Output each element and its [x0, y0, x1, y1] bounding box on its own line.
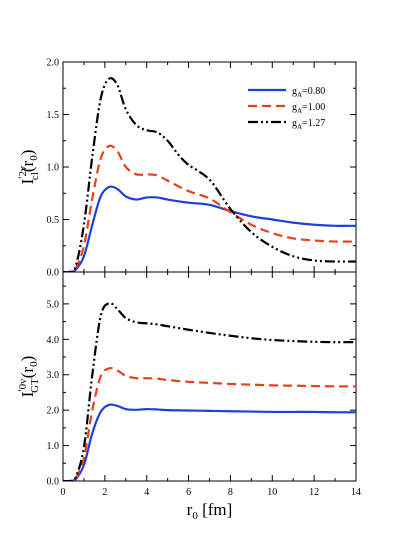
y-axis-label-arg-sub: 0 — [28, 155, 40, 161]
y-axis-label-prime: ' — [15, 177, 29, 179]
bottom-y-tick-label: 4.0 — [47, 335, 60, 346]
top-series-line-2 — [63, 144, 356, 272]
y-axis-label-main: I — [18, 391, 37, 397]
y-axis-label-sub: cl — [29, 172, 41, 180]
legend-label-1: gA=0.80 — [292, 86, 325, 99]
y-axis-label-sup: 0ν — [17, 379, 29, 390]
y-axis-label-sup: 2ν — [17, 166, 29, 177]
legend-label-value: =0.80 — [302, 86, 325, 97]
legend-label-sub: A — [297, 123, 302, 131]
y-axis-label-sub: GT — [29, 378, 41, 393]
bottom-y-tick-label: 5.0 — [47, 299, 60, 310]
bottom-y-axis-label: I'0νGT(r0) — [15, 356, 41, 398]
legend-label-main: g — [292, 86, 297, 97]
top-y-axis-label: I'2νcl(r0) — [15, 150, 41, 185]
y-axis-label-arg: (r — [18, 367, 37, 379]
top-series-line-3 — [63, 77, 356, 272]
legend-label-sub: A — [297, 91, 302, 99]
x-tick-label: 6 — [186, 487, 191, 498]
x-tick-label: 14 — [351, 487, 361, 498]
x-tick-label: 2 — [102, 487, 107, 498]
y-axis-label-arg: (r — [18, 160, 37, 172]
x-tick-label: 8 — [228, 487, 233, 498]
top-y-tick-label: 1.5 — [47, 110, 60, 121]
legend-label-main: g — [292, 102, 297, 113]
x-tick-label: 0 — [61, 487, 66, 498]
bottom-y-tick-label: 2.0 — [47, 406, 60, 417]
top-y-tick-label: 0.5 — [47, 215, 60, 226]
bottom-series-line-2 — [63, 366, 356, 481]
legend-label-main: g — [292, 118, 297, 129]
bottom-series-line-3 — [63, 301, 356, 481]
x-axis-label-unit: [fm] — [198, 500, 232, 519]
y-axis-label-arg-sub: 0 — [28, 361, 40, 367]
y-axis-label-main: I — [18, 178, 37, 184]
legend-label-sub: A — [297, 107, 302, 115]
top-y-tick-label: 0.0 — [47, 268, 60, 279]
legend-label-3: gA=1.27 — [292, 118, 325, 131]
bottom-y-tick-label: 3.0 — [47, 370, 60, 381]
bottom-y-tick-label: 1.0 — [47, 441, 60, 452]
x-axis-label-main: r — [187, 500, 193, 519]
x-axis-label-sub: 0 — [192, 510, 198, 522]
x-tick-label: 4 — [144, 487, 149, 498]
top-series-line-1 — [63, 185, 356, 272]
legend-label-value: =1.27 — [302, 118, 325, 129]
bottom-y-tick-label: 0.0 — [47, 477, 60, 488]
x-tick-label: 10 — [267, 487, 277, 498]
x-tick-label: 12 — [309, 487, 319, 498]
y-axis-label-close: ) — [18, 150, 37, 156]
top-y-tick-label: 1.0 — [47, 163, 60, 174]
bottom-series-line-1 — [63, 403, 356, 481]
x-axis-label: r0 [fm] — [187, 500, 233, 522]
y-axis-label-prime: ' — [15, 389, 29, 391]
legend-label-value: =1.00 — [302, 102, 325, 113]
legend-label-2: gA=1.00 — [292, 102, 325, 115]
y-axis-label-close: ) — [18, 356, 37, 362]
top-y-tick-label: 2.0 — [47, 58, 60, 69]
